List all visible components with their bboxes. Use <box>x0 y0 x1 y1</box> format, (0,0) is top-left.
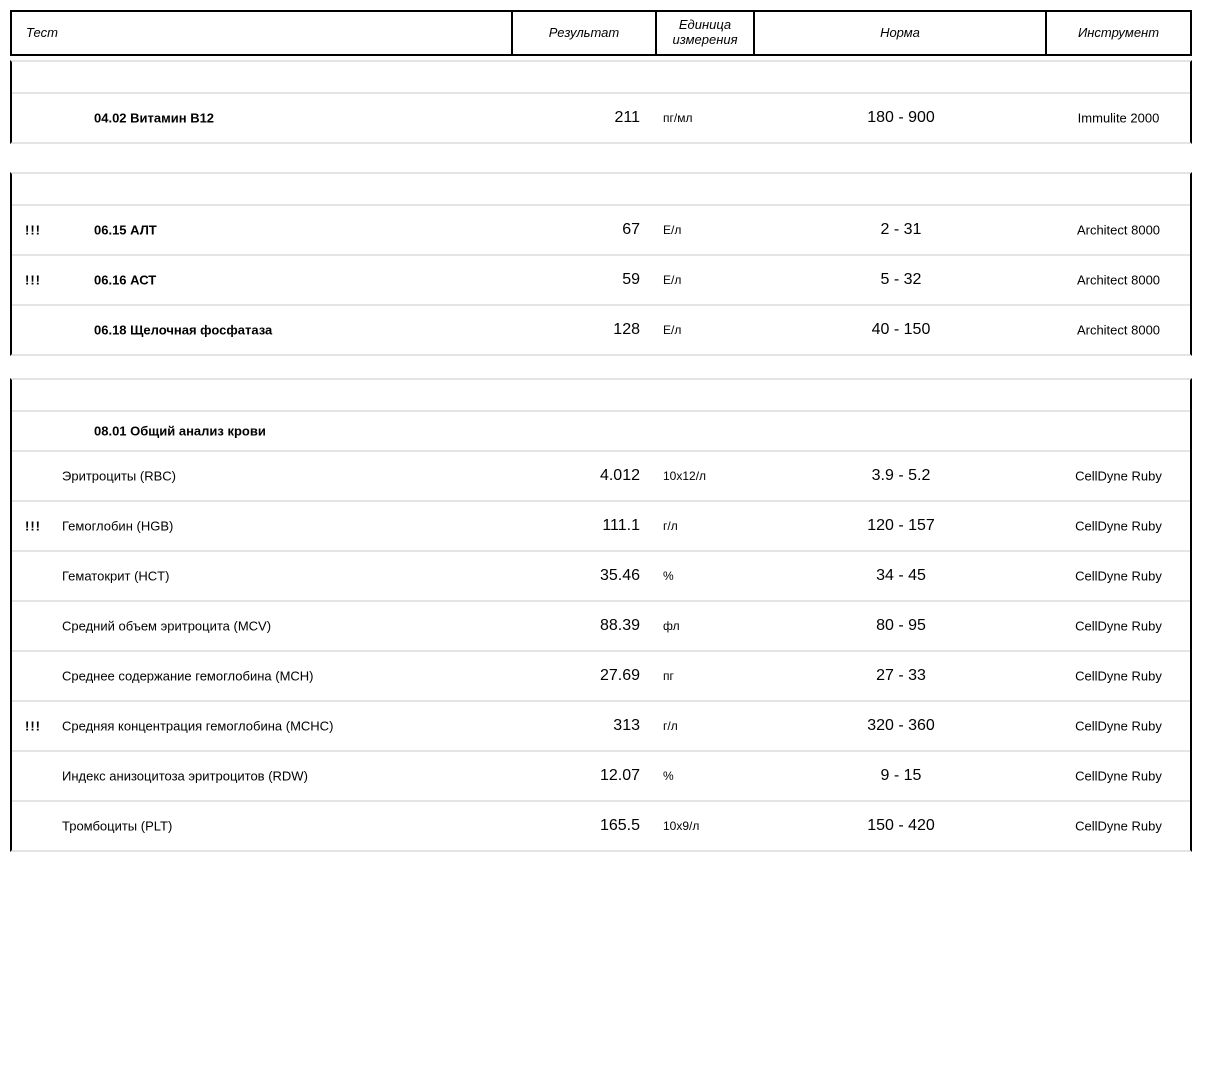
table-row-vitamin-b12: 04.02 Витамин В12 211 пг/мл 180 - 900 Im… <box>12 92 1190 142</box>
result-value: 313 <box>613 717 640 734</box>
norm-range: 180 - 900 <box>867 109 935 126</box>
table-row-mch: Среднее содержание гемоглобина (MCH) 27.… <box>12 650 1190 700</box>
instrument-name: CellDyne Ruby <box>1075 718 1162 734</box>
test-name: 06.16 АСТ <box>94 272 157 288</box>
table-row-mchc: !!! Средняя концентрация гемоглобина (MC… <box>12 700 1190 750</box>
test-name: Гематокрит (HCT) <box>62 568 170 584</box>
column-header-norm: Норма <box>753 10 1047 56</box>
alert-flag: !!! <box>25 718 41 734</box>
result-value: 111.1 <box>602 517 640 534</box>
unit-label: 10x9/л <box>663 819 700 833</box>
unit-label: пг/мл <box>663 111 693 125</box>
unit-label: пг <box>663 669 674 683</box>
instrument-name: CellDyne Ruby <box>1075 768 1162 784</box>
table-row-alkaline-phosphatase: 06.18 Щелочная фосфатаза 128 Е/л 40 - 15… <box>12 304 1190 354</box>
test-name: Индекс анизоцитоза эритроцитов (RDW) <box>62 768 308 784</box>
empty-row <box>12 380 1190 410</box>
norm-range: 34 - 45 <box>876 567 926 584</box>
result-value: 67 <box>622 221 640 238</box>
unit-label: 10x12/л <box>663 469 707 483</box>
alert-flag: !!! <box>25 518 41 534</box>
section-cbc: 08.01 Общий анализ крови Эритроциты (RBC… <box>10 378 1192 852</box>
test-name: Средний объем эритроцита (MCV) <box>62 618 272 634</box>
table-row-mcv: Средний объем эритроцита (MCV) 88.39 фл … <box>12 600 1190 650</box>
unit-label: Е/л <box>663 273 682 287</box>
test-name: Среднее содержание гемоглобина (MCH) <box>62 668 314 684</box>
instrument-name: Architect 8000 <box>1076 272 1161 288</box>
norm-range: 320 - 360 <box>867 717 935 734</box>
norm-range: 80 - 95 <box>876 617 926 634</box>
panel-title: 08.01 Общий анализ крови <box>94 423 266 439</box>
result-value: 4.012 <box>599 467 640 484</box>
instrument-name: Architect 8000 <box>1076 222 1161 238</box>
table-header: Тест Результат Единица измерения Норма И… <box>10 10 1192 56</box>
table-row-rbc: Эритроциты (RBC) 4.012 10x12/л 3.9 - 5.2… <box>12 450 1190 500</box>
norm-range: 40 - 150 <box>871 321 931 338</box>
unit-label: % <box>663 769 674 783</box>
unit-label: фл <box>663 619 680 633</box>
column-header-test: Тест <box>10 10 513 56</box>
unit-label: % <box>663 569 674 583</box>
unit-label: г/л <box>663 519 678 533</box>
norm-range: 27 - 33 <box>876 667 926 684</box>
norm-range: 5 - 32 <box>880 271 922 288</box>
column-header-result: Результат <box>511 10 657 56</box>
result-value: 35.46 <box>599 567 640 584</box>
instrument-name: CellDyne Ruby <box>1075 618 1162 634</box>
table-row-cbc-panel-title: 08.01 Общий анализ крови <box>12 410 1190 450</box>
instrument-name: CellDyne Ruby <box>1075 818 1162 834</box>
result-value: 59 <box>622 271 640 288</box>
result-value: 12.07 <box>599 767 640 784</box>
unit-label: г/л <box>663 719 678 733</box>
norm-range: 120 - 157 <box>867 517 935 534</box>
column-header-instrument: Инструмент <box>1045 10 1192 56</box>
result-value: 165.5 <box>599 817 640 834</box>
result-value: 88.39 <box>599 617 640 634</box>
norm-range: 2 - 31 <box>880 221 922 238</box>
table-row-plt: Тромбоциты (PLT) 165.5 10x9/л 150 - 420 … <box>12 800 1190 850</box>
test-name: Гемоглобин (HGB) <box>62 518 174 534</box>
unit-label: Е/л <box>663 223 682 237</box>
norm-range: 3.9 - 5.2 <box>871 467 931 484</box>
result-value: 211 <box>614 109 640 126</box>
test-name: Средняя концентрация гемоглобина (MCHC) <box>62 718 334 734</box>
empty-row <box>12 174 1190 204</box>
test-name: 06.15 АЛТ <box>94 222 157 238</box>
norm-range: 9 - 15 <box>880 767 922 784</box>
table-row-alt: !!! 06.15 АЛТ 67 Е/л 2 - 31 Architect 80… <box>12 204 1190 254</box>
table-row-ast: !!! 06.16 АСТ 59 Е/л 5 - 32 Architect 80… <box>12 254 1190 304</box>
result-value: 128 <box>613 321 640 338</box>
alert-flag: !!! <box>25 222 41 238</box>
instrument-name: CellDyne Ruby <box>1075 668 1162 684</box>
result-value: 27.69 <box>599 667 640 684</box>
instrument-name: Immulite 2000 <box>1077 110 1160 126</box>
instrument-name: Architect 8000 <box>1076 322 1161 338</box>
norm-range: 150 - 420 <box>867 817 935 834</box>
table-row-hgb: !!! Гемоглобин (HGB) 111.1 г/л 120 - 157… <box>12 500 1190 550</box>
empty-row <box>12 62 1190 92</box>
test-name: 04.02 Витамин В12 <box>94 110 215 126</box>
section-vitamin-b12: 04.02 Витамин В12 211 пг/мл 180 - 900 Im… <box>10 60 1192 144</box>
alert-flag: !!! <box>25 272 41 288</box>
test-name: Эритроциты (RBC) <box>62 468 176 484</box>
instrument-name: CellDyne Ruby <box>1075 518 1162 534</box>
table-row-rdw: Индекс анизоцитоза эритроцитов (RDW) 12.… <box>12 750 1190 800</box>
section-biochemistry: !!! 06.15 АЛТ 67 Е/л 2 - 31 Architect 80… <box>10 172 1192 356</box>
instrument-name: CellDyne Ruby <box>1075 568 1162 584</box>
column-header-unit: Единица измерения <box>655 10 755 56</box>
test-name: 06.18 Щелочная фосфатаза <box>94 322 273 338</box>
test-name: Тромбоциты (PLT) <box>62 818 173 834</box>
table-row-hct: Гематокрит (HCT) 35.46 % 34 - 45 CellDyn… <box>12 550 1190 600</box>
unit-label: Е/л <box>663 323 682 337</box>
instrument-name: CellDyne Ruby <box>1075 468 1162 484</box>
